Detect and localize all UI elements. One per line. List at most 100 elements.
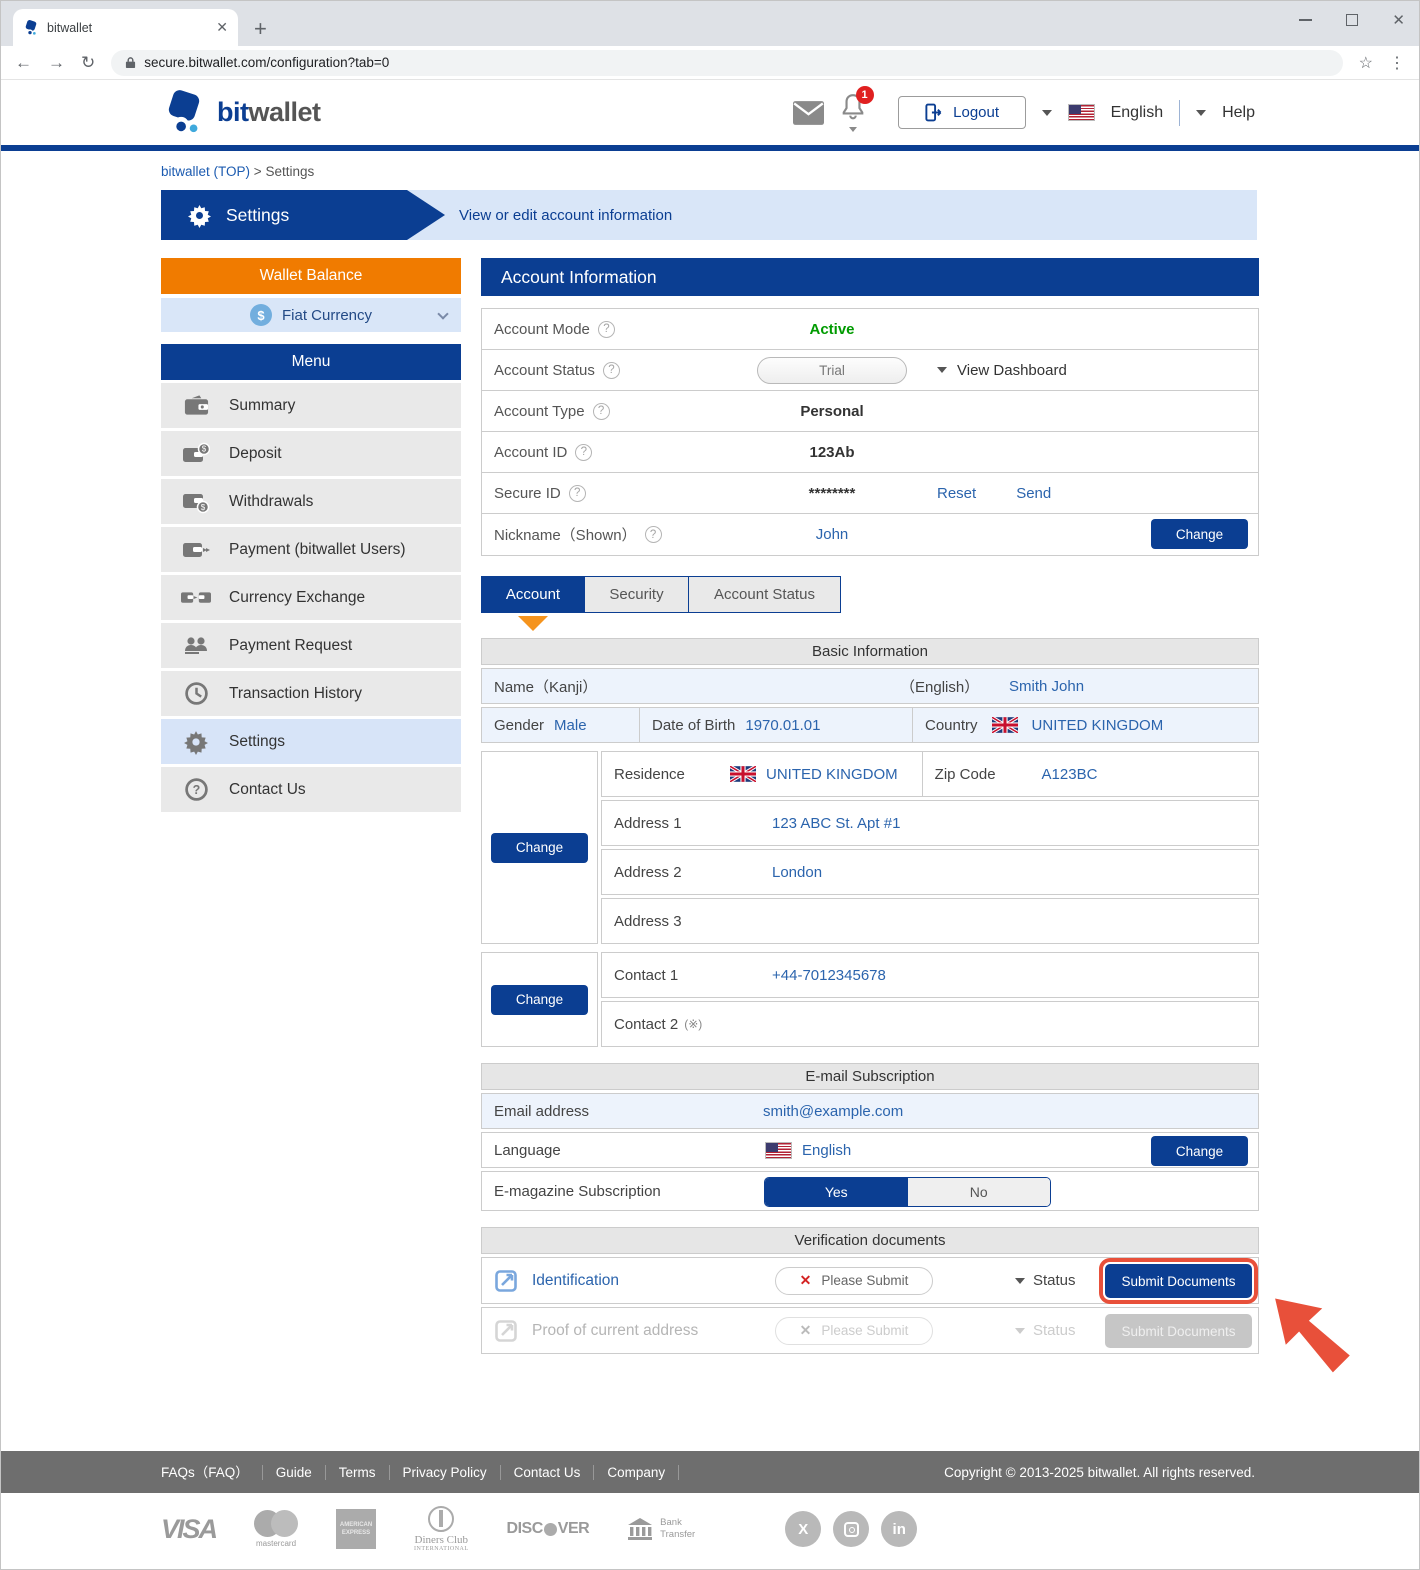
- instagram-icon[interactable]: [833, 1511, 870, 1547]
- status-caret-icon[interactable]: [1015, 1277, 1025, 1284]
- breadcrumb-home-link[interactable]: bitwallet (TOP): [161, 164, 251, 179]
- amex-logo: AMERICAN EXPRESS: [336, 1509, 377, 1549]
- logout-button[interactable]: Logout: [897, 96, 1026, 129]
- mail-icon[interactable]: [792, 100, 824, 125]
- gender-dob-country-row: Gender Male Date of Birth 1970.01.01 Cou…: [481, 707, 1259, 743]
- help-caret-icon[interactable]: [1196, 109, 1207, 116]
- email-subscription-header: E-mail Subscription: [481, 1063, 1259, 1090]
- emagazine-row: E-magazine Subscription Yes No: [481, 1171, 1259, 1211]
- us-flag-icon: [765, 1141, 792, 1159]
- site-header: bitwallet 1 Logout English Help: [1, 80, 1419, 145]
- notifications-button[interactable]: 1: [840, 86, 874, 132]
- linkedin-icon[interactable]: in: [881, 1511, 918, 1547]
- change-contact-button[interactable]: Change: [491, 984, 588, 1015]
- reset-link[interactable]: Reset: [937, 484, 977, 502]
- change-nickname-button[interactable]: Change: [1151, 519, 1248, 549]
- sidebar-item-deposit[interactable]: $ Deposit: [161, 431, 461, 476]
- trial-status-pill[interactable]: Trial: [757, 356, 907, 384]
- please-submit-pill-disabled: ✕ Please Submit: [775, 1316, 933, 1345]
- logo-text-bit: bit: [217, 97, 249, 127]
- browser-tab-bar: bitwallet ✕ + ✕: [1, 1, 1419, 46]
- contact1-label: Contact 1: [614, 966, 679, 984]
- tab-account-status[interactable]: Account Status: [689, 576, 841, 613]
- change-address-button[interactable]: Change: [491, 832, 588, 863]
- tab-security[interactable]: Security: [585, 576, 689, 613]
- reload-icon[interactable]: ↻: [81, 52, 96, 72]
- secure-id-row: Secure ID? ******** Reset Send: [482, 473, 1258, 514]
- proof-of-address-label: Proof of current address: [532, 1321, 699, 1339]
- wallet-balance-header: Wallet Balance: [161, 258, 461, 294]
- minimize-icon[interactable]: [1299, 19, 1313, 21]
- sidebar-item-currency-exchange[interactable]: Currency Exchange: [161, 575, 461, 620]
- back-icon[interactable]: ←: [15, 52, 32, 72]
- mastercard-label: mastercard: [256, 1539, 297, 1548]
- address-bar[interactable]: secure.bitwallet.com/configuration?tab=0: [111, 49, 1343, 76]
- sidebar-item-payment[interactable]: Payment (bitwallet Users): [161, 527, 461, 572]
- tab-close-icon[interactable]: ✕: [216, 19, 228, 35]
- language-caret-icon[interactable]: [1041, 109, 1052, 116]
- payment-methods: VISA mastercard AMERICAN EXPRESS Diners …: [161, 1506, 1261, 1552]
- browser-menu-icon[interactable]: ⋮: [1389, 54, 1405, 72]
- language-label: Language: [494, 1141, 561, 1159]
- language-value: English: [802, 1141, 852, 1159]
- identification-link[interactable]: Identification: [532, 1271, 620, 1289]
- view-dashboard-link[interactable]: View Dashboard: [957, 361, 1067, 379]
- footer-link-contact[interactable]: Contact Us: [501, 1464, 595, 1480]
- diners-club-icon: [428, 1506, 455, 1532]
- bookmark-star-icon[interactable]: ☆: [1358, 54, 1373, 72]
- sidebar-item-label: Settings: [229, 732, 286, 750]
- help-icon[interactable]: ?: [575, 443, 593, 461]
- address2-row: Address 2 London: [601, 849, 1259, 895]
- instagram-glyph: [843, 1521, 859, 1537]
- help-icon[interactable]: ?: [597, 320, 615, 338]
- window-close-icon[interactable]: ✕: [1392, 12, 1405, 29]
- wallet-payment-icon: [181, 538, 211, 562]
- nickname-row: Nickname（Shown）? John Change: [482, 514, 1258, 555]
- discover-left: DISC: [506, 1520, 544, 1537]
- change-language-button[interactable]: Change: [1151, 1136, 1248, 1166]
- secure-id-value: ********: [808, 484, 856, 502]
- sidebar-item-settings[interactable]: Settings: [161, 719, 461, 764]
- help-icon[interactable]: ?: [568, 484, 586, 502]
- footer-link-terms[interactable]: Terms: [326, 1464, 390, 1480]
- residence-value: UNITED KINGDOM: [766, 765, 898, 783]
- account-type-value: Personal: [800, 402, 864, 420]
- emagazine-yes-option[interactable]: Yes: [765, 1178, 908, 1206]
- footer-link-faq[interactable]: FAQs（FAQ）: [161, 1464, 263, 1480]
- submit-documents-button[interactable]: Submit Documents: [1105, 1264, 1252, 1298]
- x-social-icon[interactable]: X: [785, 1511, 822, 1547]
- send-link[interactable]: Send: [1016, 484, 1052, 502]
- contact2-row: Contact 2 (※): [601, 1001, 1259, 1047]
- status-label: Status: [1033, 1272, 1076, 1289]
- address-block: Change Residence UNITED KINGDOM Zip Code…: [481, 751, 1259, 944]
- sidebar-item-transaction-history[interactable]: Transaction History: [161, 671, 461, 716]
- help-link[interactable]: Help: [1222, 103, 1255, 121]
- footer-link-company[interactable]: Company: [594, 1464, 680, 1480]
- browser-tab[interactable]: bitwallet ✕: [13, 9, 238, 46]
- new-tab-button[interactable]: +: [254, 16, 267, 41]
- question-circle-icon: ?: [181, 777, 211, 802]
- main-content: Account Information Account Mode? Active…: [481, 258, 1259, 1354]
- help-icon[interactable]: ?: [602, 361, 620, 379]
- sidebar-item-withdrawals[interactable]: $ Withdrawals: [161, 479, 461, 524]
- help-icon[interactable]: ?: [592, 402, 610, 420]
- footer-link-privacy[interactable]: Privacy Policy: [390, 1464, 501, 1480]
- help-icon[interactable]: ?: [644, 526, 662, 543]
- email-address-label: Email address: [494, 1102, 590, 1120]
- sidebar-item-summary[interactable]: Summary: [161, 383, 461, 428]
- language-label[interactable]: English: [1110, 103, 1164, 121]
- browser-url-bar: ← → ↻ secure.bitwallet.com/configuration…: [1, 46, 1419, 80]
- footer-link-guide[interactable]: Guide: [263, 1464, 326, 1480]
- bitwallet-logo[interactable]: bitwallet: [161, 89, 321, 136]
- fiat-currency-selector[interactable]: $ Fiat Currency: [161, 298, 461, 332]
- bank-icon: [628, 1518, 653, 1540]
- sidebar-item-payment-request[interactable]: Payment Request: [161, 623, 461, 668]
- forward-icon[interactable]: →: [48, 52, 65, 72]
- sidebar-item-contact-us[interactable]: ? Contact Us: [161, 767, 461, 812]
- maximize-icon[interactable]: [1346, 14, 1359, 26]
- emagazine-no-option[interactable]: No: [907, 1178, 1050, 1206]
- tab-account[interactable]: Account: [481, 576, 585, 613]
- residence-zip-row: Residence UNITED KINGDOM Zip Code A123BC: [601, 751, 1259, 797]
- highlight-arrow-cursor: [1275, 1298, 1350, 1373]
- sidebar-item-label: Currency Exchange: [229, 588, 366, 606]
